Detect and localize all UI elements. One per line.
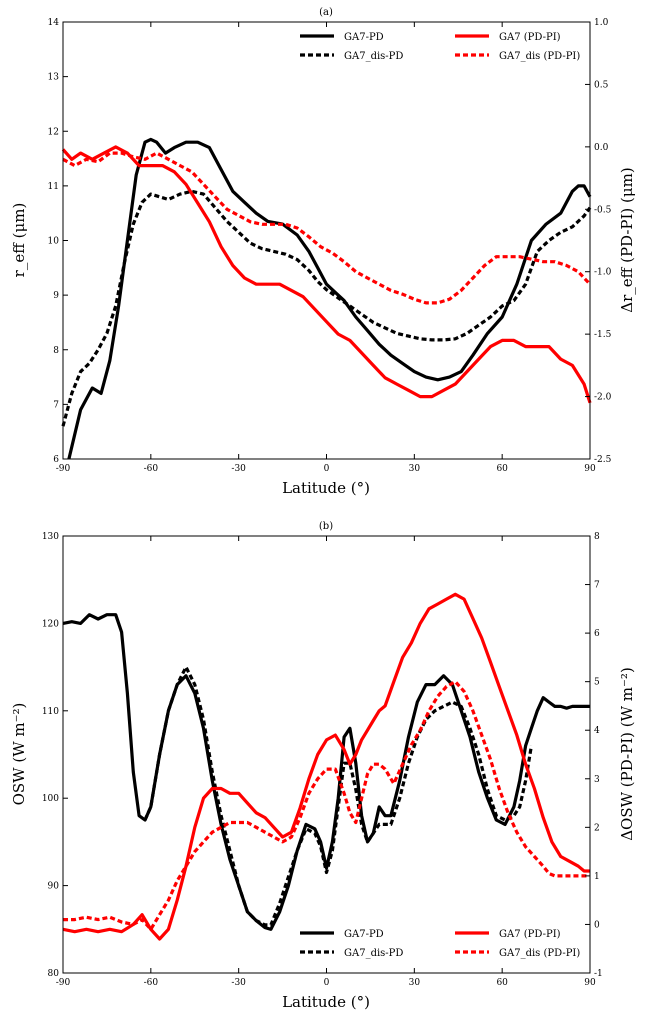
panel-b-legend-label-2: GA7 (PD-PI) (499, 929, 561, 940)
panel-b: (b) -90 -60 -30 0 30 60 90 80 90 100 110 120 130 -1 0 1… (10, 521, 636, 1011)
panel-b-x-tick-label: -60 (144, 978, 159, 988)
panel-b-series-line-0 (62, 613, 590, 931)
panel-b-series-line-3 (63, 680, 590, 931)
panel-b-right-tick-label: 7 (594, 581, 600, 591)
panel-a-legend-label-3: GA7_dis (PD-PI) (499, 51, 580, 62)
panel-a-x-tick-label: -30 (231, 464, 246, 474)
panel-a-left-tick-label: 12 (48, 127, 59, 137)
panel-b-x-axis-label: Latitude (°) (282, 993, 370, 1011)
panel-b-left-tick-label: 130 (42, 532, 59, 542)
panel-a-left-tick-label: 9 (53, 291, 59, 301)
panel-a-left-tick-label: 13 (48, 73, 60, 83)
panel-a-left-tick-label: 7 (53, 400, 59, 410)
panel-a-left-tick-label: 6 (53, 455, 59, 465)
panel-a-left-tick-label: 8 (53, 346, 59, 356)
panel-b-title: (b) (319, 521, 333, 532)
panel-b-right-tick-label: -1 (594, 969, 603, 979)
panel-b-left-tick-label: 100 (42, 794, 59, 804)
panel-a-x-tick-label: -90 (56, 464, 71, 474)
panel-a-left-tick-label: 14 (48, 18, 60, 28)
panel-b-right-tick-label: 1 (594, 872, 600, 882)
panel-a-x-tick-label: -60 (144, 464, 159, 474)
panel-a-right-tick-label: -0.5 (594, 205, 612, 215)
panel-a-x-tick-label: 0 (324, 464, 330, 474)
panel-b-right-tick-label: 2 (594, 823, 600, 833)
panel-a-series-line-0 (67, 137, 592, 460)
panel-a-left-tick-label: 10 (48, 237, 60, 247)
panel-b-legend: GA7-PD GA7 (PD-PI) GA7_dis-PD GA7_dis (PD-P… (300, 929, 580, 959)
panel-b-x-tick-label: -30 (231, 978, 246, 988)
panel-b-x-tick-label: 30 (409, 978, 421, 988)
panel-a-series (61, 137, 592, 460)
panel-b-series-line-1 (143, 665, 533, 927)
panel-a-x-tick-label: 90 (584, 464, 596, 474)
panel-b-right-tick-label: 0 (594, 920, 600, 930)
panel-a-legend-label-2: GA7 (PD-PI) (499, 32, 561, 43)
panel-b-series (62, 592, 590, 941)
panel-a-x-tick-label: 30 (409, 464, 421, 474)
panel-a-legend: GA7-PD GA7 (PD-PI) GA7_dis-PD GA7_dis (PD-P… (300, 32, 580, 62)
panel-b-ticks: -90 -60 -30 0 30 60 90 80 90 100 110 120 130 -1 0 1 2 3 4 5… (42, 532, 603, 988)
panel-b-right-tick-label: 5 (594, 678, 600, 688)
panel-a-left-tick-label: 11 (48, 182, 59, 192)
panel-b-series-line-2 (62, 592, 590, 941)
panel-a-series-line-1 (61, 189, 592, 427)
panel-a-right-tick-label: 0.0 (594, 143, 609, 153)
panel-a-right-axis-label: Δr_eff (PD-PI) (μm) (618, 167, 636, 312)
panel-b-x-tick-label: 90 (584, 978, 596, 988)
panel-a-right-tick-label: -2.0 (594, 393, 612, 403)
panel-a-series-line-2 (61, 145, 592, 404)
panel-b-left-tick-label: 80 (48, 969, 60, 979)
panel-a-title: (a) (319, 7, 333, 18)
panel-b-right-tick-label: 8 (594, 532, 600, 542)
panel-b-legend-label-1: GA7_dis-PD (344, 948, 403, 959)
panel-a-legend-label-0: GA7-PD (344, 32, 384, 43)
panel-b-right-axis-label: ΔOSW (PD-PI) (W m⁻²) (618, 667, 636, 841)
panel-b-x-tick-label: 0 (324, 978, 330, 988)
panel-b-right-tick-label: 3 (594, 775, 600, 785)
panel-a-right-tick-label: -2.5 (594, 455, 612, 465)
panel-b-plot-frame (62, 535, 591, 974)
panel-a-series-line-3 (62, 151, 592, 305)
panel-a-right-tick-label: -1.0 (594, 268, 612, 278)
panel-a-x-axis-label: Latitude (°) (282, 479, 370, 497)
panel-a-right-tick-label: 0.5 (594, 80, 609, 90)
panel-a-right-tick-label: -1.5 (594, 330, 612, 340)
panel-b-right-tick-label: 6 (594, 629, 600, 639)
panel-a-right-tick-label: 1.0 (594, 18, 609, 28)
panel-a-x-tick-label: 60 (496, 464, 508, 474)
panel-b-left-tick-label: 90 (48, 882, 60, 892)
panel-b-right-tick-label: 4 (594, 726, 600, 736)
panel-a-left-axis-label: r_eff (μm) (10, 203, 28, 278)
panel-b-left-axis-label: OSW (W m⁻²) (10, 703, 28, 806)
panel-b-left-tick-label: 120 (42, 619, 59, 629)
panel-b-left-tick-label: 110 (42, 707, 59, 717)
panel-b-legend-label-0: GA7-PD (344, 929, 384, 940)
panel-b-x-tick-label: -90 (56, 978, 71, 988)
panel-a: (a) -90 -60 -30 0 30 60 90 6 7 8 9 10 11 12 13 14 -2.5 -2… (10, 7, 636, 497)
panel-b-legend-label-3: GA7_dis (PD-PI) (499, 948, 580, 959)
panel-b-x-tick-label: 60 (496, 978, 508, 988)
panel-a-legend-label-1: GA7_dis-PD (344, 51, 403, 62)
panel-a-ticks: -90 -60 -30 0 30 60 90 6 7 8 9 10 11 12 13 14 -2.5 -2.0 -1… (48, 18, 612, 474)
panel-a-plot-frame (62, 21, 591, 460)
